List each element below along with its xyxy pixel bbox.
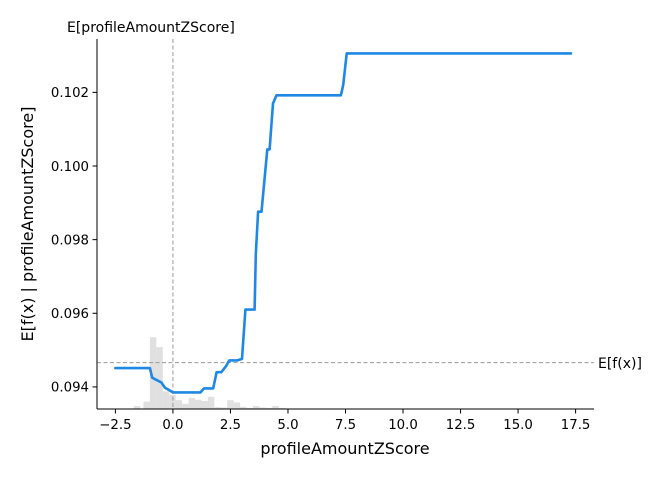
x-tick-label: 0.0	[162, 418, 183, 433]
series-line	[114, 52, 573, 394]
x-tick-label: −2.5	[99, 418, 131, 433]
histogram-bar	[227, 400, 234, 409]
histogram-bar	[233, 402, 241, 409]
histogram-bar	[195, 399, 202, 409]
histogram-bar	[278, 407, 286, 409]
histogram-bar	[240, 406, 247, 409]
histogram-bar	[169, 395, 176, 409]
histogram-bar	[201, 400, 208, 409]
histogram-bar	[149, 337, 157, 409]
y-tick-label: 0.096	[51, 307, 89, 322]
histogram-bar	[220, 407, 228, 409]
x-tick-label: 17.5	[561, 418, 591, 433]
x-tick-label: 7.5	[335, 418, 356, 433]
y-tick-label: 0.102	[51, 86, 89, 101]
histogram-bar	[188, 397, 196, 409]
x-tick-label: 12.5	[446, 418, 476, 433]
histogram-bar	[182, 403, 189, 409]
y-tick-label: 0.094	[51, 381, 89, 396]
y-tick-label: 0.098	[51, 233, 89, 248]
y-ticks: 0.094 0.096 0.098 0.100 0.102	[51, 86, 97, 396]
histogram-bar	[175, 400, 183, 409]
vertical-reference-label: E[profileAmountZScore]	[67, 20, 235, 36]
reference-lines	[97, 39, 594, 409]
axes	[96, 39, 594, 410]
x-axis-title: profileAmountZScore	[260, 439, 429, 458]
x-tick-label: 2.5	[220, 418, 241, 433]
horizontal-reference-label: E[f(x)]	[598, 356, 642, 372]
histogram-bar	[272, 406, 279, 409]
x-tick-label: 5.0	[277, 418, 298, 433]
x-ticks: −2.5 0.0 2.5 5.0 7.5 10.0 12.5 15.0 17.5	[99, 409, 590, 433]
histogram-bar	[156, 347, 163, 409]
y-tick-label: 0.100	[51, 160, 89, 175]
histogram-bar	[214, 407, 221, 409]
y-axis-title: E[f(x) | profileAmountZScore]	[18, 107, 37, 342]
histogram	[133, 337, 286, 409]
x-tick-label: 10.0	[388, 418, 418, 433]
histogram-bar	[207, 396, 215, 409]
x-tick-label: 15.0	[503, 418, 533, 433]
histogram-bar	[162, 391, 170, 409]
histogram-bar	[133, 406, 141, 409]
series-lines	[114, 52, 573, 394]
histogram-bar	[265, 407, 273, 409]
histogram-bar	[259, 407, 266, 409]
histogram-bar	[246, 407, 254, 409]
histogram-bar	[143, 401, 150, 409]
histogram-bar	[253, 406, 260, 409]
